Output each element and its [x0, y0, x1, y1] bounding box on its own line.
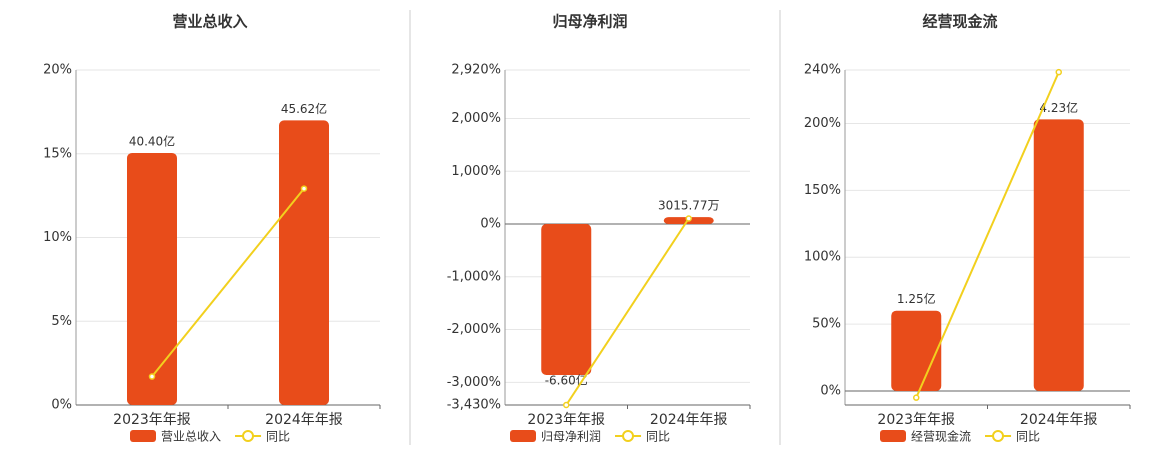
y-tick-label: 2,920% [451, 63, 501, 78]
x-tick-label: 2024年年报 [265, 412, 343, 428]
bar [541, 223, 592, 376]
y-tick-label: 10% [43, 230, 72, 245]
y-tick-label: 50% [812, 317, 841, 332]
line [915, 71, 1060, 399]
y-tick-label: 100% [804, 250, 841, 265]
line-point [148, 373, 156, 380]
y-tick-label: 15% [43, 146, 72, 161]
y-tick-label: -1,000% [447, 269, 501, 284]
y-tick-label: 200% [804, 116, 841, 131]
legend-swatch [992, 430, 1005, 442]
value-label: 40.40亿 [129, 133, 175, 148]
line-point [563, 401, 570, 409]
value-label: 45.62亿 [281, 101, 327, 116]
legend-swatch [880, 430, 906, 442]
legend-label: 同比 [266, 430, 290, 444]
bar [127, 152, 177, 405]
x-tick-label: 2023年年报 [527, 412, 605, 428]
legend-label: 营业总收入 [161, 430, 221, 444]
value-label: -6.60亿 [545, 373, 588, 388]
x-tick-label: 2024年年报 [1020, 412, 1098, 428]
y-tick-label: -2,000% [447, 322, 501, 337]
chart-title: 归母净利润 [552, 13, 627, 31]
legend-swatch [242, 430, 255, 442]
legend-swatch [622, 430, 635, 442]
line-point [913, 394, 920, 401]
x-tick-label: 2024年年报 [650, 412, 728, 428]
line [151, 187, 305, 378]
bar [279, 120, 329, 406]
y-tick-label: 0% [480, 217, 501, 232]
value-label: 1.25亿 [897, 291, 936, 306]
value-label: 3015.77万 [658, 199, 720, 213]
x-tick-label: 2023年年报 [113, 412, 191, 428]
legend-swatch [510, 430, 536, 442]
line-point [685, 215, 692, 222]
line-point [1055, 68, 1062, 76]
bar [891, 310, 942, 391]
y-tick-label: 1,000% [451, 164, 501, 179]
value-label: 4.23亿 [1039, 100, 1078, 115]
y-tick-label: 240% [804, 63, 841, 78]
y-tick-label: -3,000% [447, 375, 501, 390]
line [565, 217, 690, 406]
legend-label: 同比 [646, 430, 670, 444]
y-tick-label: 0% [820, 383, 841, 398]
x-tick-label: 2023年年报 [877, 412, 955, 428]
legend-swatch [130, 430, 156, 442]
y-tick-label: 0% [51, 398, 72, 413]
bar [1033, 119, 1084, 391]
legend-label: 经营现金流 [911, 429, 971, 444]
line-point [300, 185, 308, 192]
legend-label: 归母净利润 [541, 430, 601, 444]
chart-title: 营业总收入 [172, 13, 247, 31]
y-tick-label: 150% [804, 183, 841, 198]
y-tick-label: 2,000% [451, 111, 501, 126]
y-tick-label: 20% [43, 63, 72, 78]
y-tick-label: -3,430% [447, 398, 501, 413]
y-tick-label: 5% [51, 314, 72, 329]
legend-label: 同比 [1016, 430, 1040, 444]
chart-title: 经营现金流 [922, 13, 997, 31]
